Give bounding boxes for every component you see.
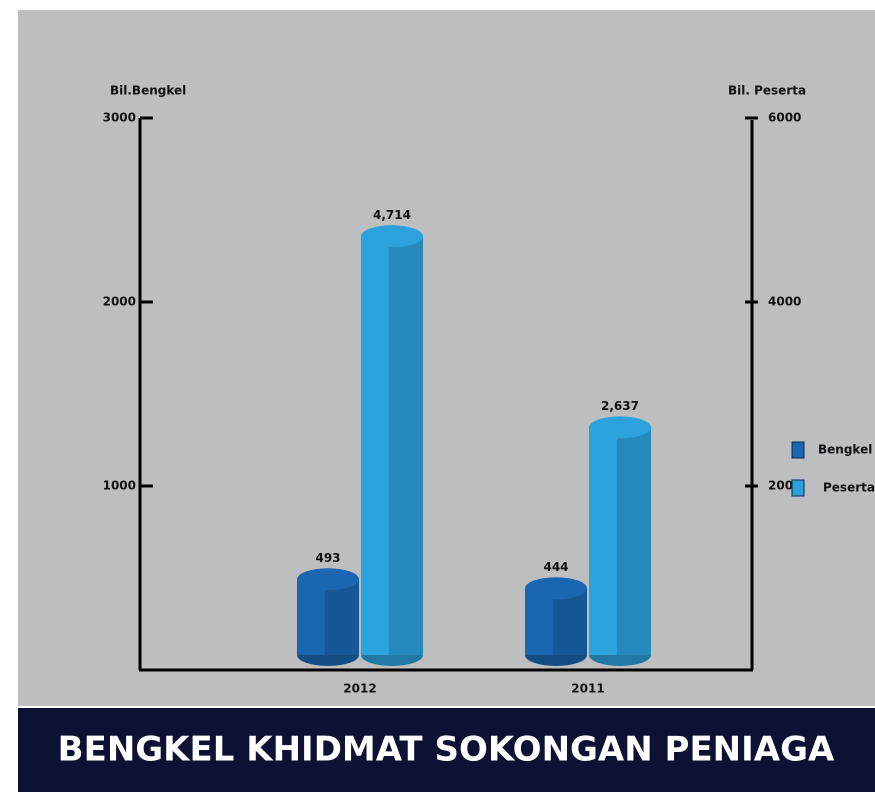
y-tick-label: 1000 — [103, 479, 136, 493]
legend-label: Bengkel — [818, 443, 872, 457]
cylinder-highlight — [361, 236, 389, 655]
value-label: 444 — [543, 560, 568, 574]
value-label: 493 — [315, 551, 340, 565]
cylinder-bar — [297, 568, 359, 666]
value-label: 2,637 — [601, 399, 639, 413]
y-tick-label: 3000 — [103, 111, 136, 125]
cylinder-top — [525, 577, 587, 600]
legend-swatch — [791, 441, 805, 459]
x-tick-label: 2011 — [571, 682, 604, 696]
plot-background — [18, 10, 875, 706]
chart-title: BENGKEL KHIDMAT SOKONGAN PENIAGA — [58, 730, 835, 770]
x-tick-label: 2012 — [343, 682, 376, 696]
value-label: 4,714 — [373, 208, 411, 222]
cylinder-top — [589, 416, 651, 439]
y2-tick-label: 6000 — [768, 111, 801, 125]
cylinder-highlight — [589, 427, 617, 655]
cylinder-bar — [589, 416, 651, 666]
y-axis-label: Bil.Bengkel — [110, 84, 186, 98]
cylinder-top — [361, 225, 423, 248]
cylinder-bar — [525, 577, 587, 666]
y-tick-label: 2000 — [103, 295, 136, 309]
legend-swatch — [791, 479, 805, 497]
y2-tick-label: 4000 — [768, 295, 801, 309]
cylinder-top — [297, 568, 359, 591]
cylinder-highlight — [525, 588, 553, 655]
cylinder-highlight — [297, 579, 325, 655]
legend-label: Peserta — [823, 481, 875, 495]
title-band — [18, 708, 875, 792]
y2-axis-label: Bil. Peserta — [728, 84, 806, 98]
cylinder-bar — [361, 225, 423, 666]
